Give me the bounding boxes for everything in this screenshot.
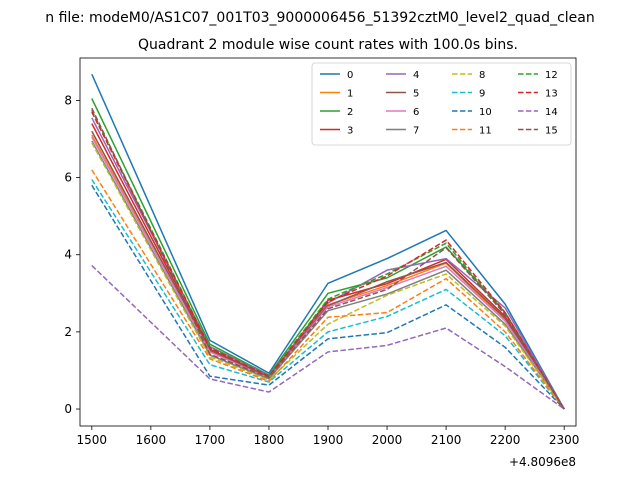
legend-box [311, 62, 572, 146]
legend-label-10: 10 [479, 107, 492, 118]
legend-label-15: 15 [545, 126, 558, 137]
legend-label-3: 3 [347, 126, 353, 137]
x-tick-label: 2000 [372, 433, 403, 447]
y-tick-label: 8 [64, 93, 72, 107]
y-tick-label: 6 [64, 171, 72, 185]
x-tick-label: 1500 [77, 433, 108, 447]
legend-label-0: 0 [347, 70, 353, 81]
y-axis: 0 2 4 6 8 [64, 93, 80, 416]
legend-label-4: 4 [413, 70, 419, 81]
legend-label-11: 11 [479, 126, 492, 137]
chart-suptitle: n file: modeM0/AS1C07_001T03_9000006456_… [45, 10, 594, 26]
y-tick-label: 2 [64, 325, 72, 339]
series-line-11 [91, 169, 565, 410]
series-line-15 [91, 107, 565, 410]
legend-label-14: 14 [545, 107, 558, 118]
x-tick-label: 1900 [313, 433, 344, 447]
legend-label-9: 9 [479, 89, 485, 100]
y-tick-label: 4 [64, 248, 72, 262]
series-line-5 [91, 130, 565, 410]
x-tick-label: 1600 [136, 433, 167, 447]
legend-label-8: 8 [479, 70, 485, 81]
chart-title: Quadrant 2 module wise count rates with … [138, 37, 518, 53]
x-axis-offset-label: +4.8096e8 [509, 455, 576, 469]
legend-label-13: 13 [545, 89, 558, 100]
x-tick-label: 2100 [431, 433, 462, 447]
x-tick-label: 2300 [549, 433, 580, 447]
series-line-8 [91, 142, 565, 410]
plot-area [91, 73, 565, 410]
series-line-7 [91, 140, 565, 410]
legend-label-12: 12 [545, 70, 558, 81]
legend-label-7: 7 [413, 126, 419, 137]
x-axis: 1500 1600 1700 1800 1900 2000 2100 2200 2300 [77, 426, 580, 447]
legend-label-2: 2 [347, 107, 353, 118]
x-tick-label: 1700 [195, 433, 226, 447]
series-line-10 [91, 184, 565, 410]
series-line-3 [91, 123, 565, 410]
x-tick-label: 2200 [490, 433, 521, 447]
series-line-14 [91, 264, 565, 410]
series-line-9 [91, 179, 565, 410]
y-tick-label: 0 [64, 402, 72, 416]
x-tick-label: 1800 [254, 433, 285, 447]
series-line-6 [91, 136, 565, 410]
legend-label-6: 6 [413, 107, 419, 118]
series-line-13 [91, 111, 565, 410]
legend-label-1: 1 [347, 89, 353, 100]
legend-label-5: 5 [413, 89, 419, 100]
series-line-0 [91, 73, 565, 410]
